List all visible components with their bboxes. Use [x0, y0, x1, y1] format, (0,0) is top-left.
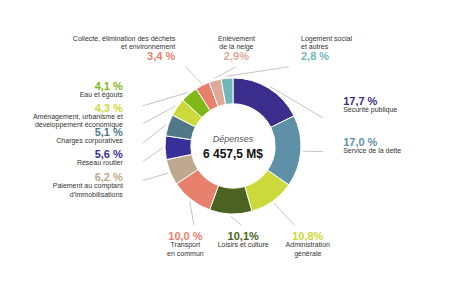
svg-text:10,8%: 10,8%	[292, 230, 323, 242]
svg-text:2,9%: 2,9%	[224, 50, 249, 62]
svg-text:développement économique: développement économique	[35, 121, 123, 129]
svg-text:Enlèvement: Enlèvement	[218, 35, 255, 42]
svg-text:10,1%: 10,1%	[228, 230, 259, 242]
svg-text:Transport: Transport	[171, 241, 201, 249]
svg-text:Charges corporatives: Charges corporatives	[56, 137, 123, 145]
svg-text:Sécurité publique: Sécurité publique	[343, 106, 397, 114]
svg-text:17,7 %: 17,7 %	[343, 95, 378, 108]
svg-text:Service de la dette: Service de la dette	[343, 147, 401, 154]
svg-text:Eau et égouts: Eau et égouts	[80, 91, 124, 99]
svg-text:de la neige: de la neige	[219, 43, 253, 51]
svg-text:d'immobilisations: d'immobilisations	[70, 191, 124, 198]
svg-text:2,8 %: 2,8 %	[301, 50, 329, 62]
svg-text:3,4 %: 3,4 %	[147, 50, 175, 62]
svg-text:et autres: et autres	[301, 43, 329, 50]
svg-text:générale: générale	[294, 250, 321, 258]
svg-text:en commun: en commun	[167, 250, 204, 257]
svg-text:Paiement au comptant: Paiement au comptant	[53, 182, 123, 190]
svg-text:5,6 %: 5,6 %	[94, 148, 123, 161]
svg-text:Collecte, élimination des déch: Collecte, élimination des déchets	[73, 35, 176, 42]
svg-text:Aménagement, urbanisme et: Aménagement, urbanisme et	[33, 113, 123, 121]
svg-text:4,3 %: 4,3 %	[94, 102, 123, 114]
svg-text:6,2 %: 6,2 %	[94, 171, 123, 184]
svg-text:Administration: Administration	[286, 241, 330, 248]
html-text:Dépenses: Dépenses	[212, 133, 254, 144]
svg-text:Réseau routier: Réseau routier	[77, 159, 124, 166]
svg-text:10,0 %: 10,0 %	[168, 230, 202, 242]
svg-text:4,1 %: 4,1 %	[94, 80, 123, 93]
svg-text:et environnement: et environnement	[121, 43, 175, 50]
svg-text:Loisirs et culture: Loisirs et culture	[218, 241, 269, 248]
html-text:6 457,5 M$: 6 457,5 M$	[203, 147, 263, 162]
svg-text:17,0 %: 17,0 %	[343, 136, 378, 148]
svg-text:Logement social: Logement social	[301, 35, 352, 43]
